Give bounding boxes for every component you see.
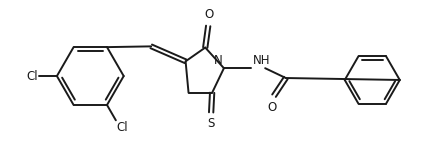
Text: Cl: Cl <box>117 121 128 134</box>
Text: NH: NH <box>252 54 270 67</box>
Text: O: O <box>205 8 214 21</box>
Text: Cl: Cl <box>27 70 38 82</box>
Text: O: O <box>268 101 277 114</box>
Text: N: N <box>214 54 223 67</box>
Text: S: S <box>208 117 215 130</box>
